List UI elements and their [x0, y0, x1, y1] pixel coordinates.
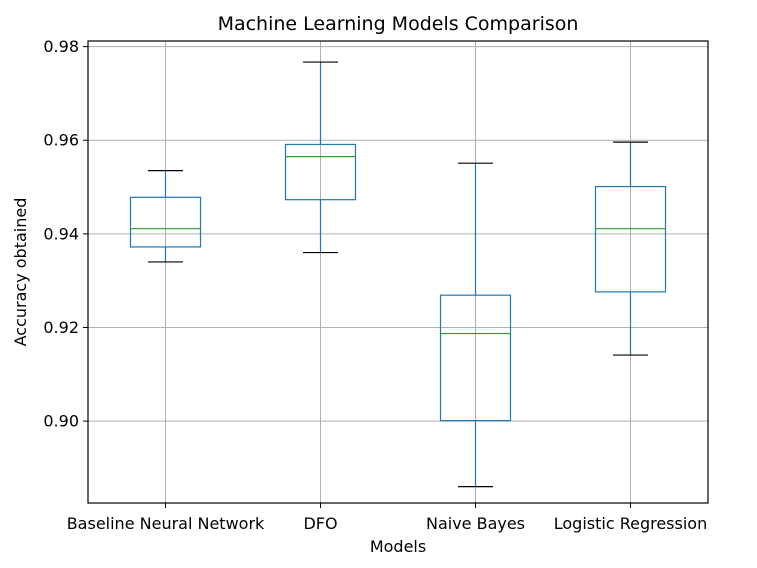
- y-tick-label: 0.98: [43, 37, 79, 56]
- box-iqr: [439, 294, 512, 422]
- box-group: [439, 162, 512, 488]
- x-axis-title: Models: [370, 537, 426, 556]
- y-axis-title: Accuracy obtained: [11, 198, 30, 347]
- y-tick-label: 0.96: [43, 131, 79, 150]
- plot-area-frame: [87, 40, 709, 504]
- x-tick-label: Baseline Neural Network: [67, 514, 265, 533]
- x-tick-label: DFO: [303, 514, 337, 533]
- y-tick-label: 0.94: [43, 224, 79, 243]
- box-group: [284, 61, 357, 254]
- box-iqr: [594, 185, 667, 293]
- grid-lines: [88, 41, 708, 503]
- box-group: [594, 141, 667, 356]
- x-tick-label: Logistic Regression: [554, 514, 707, 533]
- boxes: [129, 61, 667, 488]
- y-tick-label: 0.90: [43, 412, 79, 431]
- chart-title: Machine Learning Models Comparison: [218, 13, 579, 35]
- x-tick-label: Naive Bayes: [426, 514, 525, 533]
- box-group: [129, 170, 202, 263]
- box-iqr: [284, 143, 357, 201]
- y-axis-ticks: 0.90 0.92 0.94 0.96 0.98: [43, 37, 88, 431]
- x-axis-ticks: Baseline Neural Network DFO Naive Bayes Log…: [67, 503, 707, 533]
- y-tick-label: 0.92: [43, 318, 79, 337]
- box-iqr: [129, 196, 202, 248]
